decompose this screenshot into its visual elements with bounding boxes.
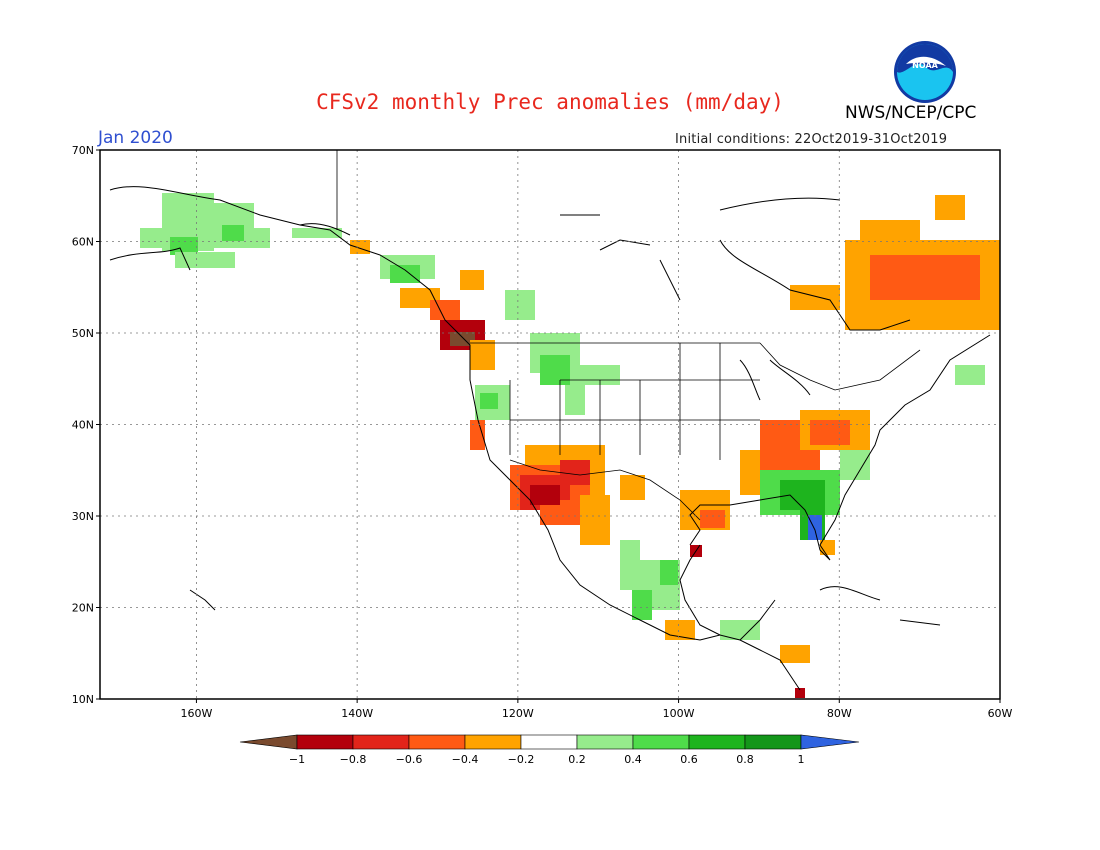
graticule [100, 150, 1000, 699]
lat-tick-label: 40N [72, 419, 94, 432]
forecast-month-label: Jan 2020 [98, 128, 173, 148]
lat-tick-label: 10N [72, 693, 94, 706]
agency-label: NWS/NCEP/CPC [845, 103, 977, 123]
colorbar-swatch [464, 734, 522, 750]
initial-conditions-label: Initial conditions: 22Oct2019-31Oct2019 [675, 132, 948, 147]
colorbar-swatch [408, 734, 466, 750]
colorbar-label: −0.8 [340, 753, 367, 766]
political-borders [336, 150, 921, 521]
colorbar-label: 0.8 [736, 753, 754, 766]
lon-tick-label: 60W [988, 707, 1013, 720]
lon-tick-label: 120W [502, 707, 534, 720]
lat-tick-label: 70N [72, 144, 94, 157]
colorbar-arrow-high [800, 734, 860, 750]
lat-tick-label: 30N [72, 510, 94, 523]
lat-tick-label: 50N [72, 327, 94, 340]
anomaly-shading [140, 193, 1000, 698]
lon-tick-label: 100W [663, 707, 695, 720]
colorbar-label: −0.4 [452, 753, 479, 766]
colorbar-legend: −1 −0.8 −0.6 −0.4 −0.2 0.2 0.4 0.6 0.8 1 [239, 734, 860, 766]
chart-title: CFSv2 monthly Prec anomalies (mm/day) [316, 90, 784, 114]
logo-text: NOAA [912, 61, 938, 70]
colorbar-swatch [296, 734, 354, 750]
noaa-logo: NOAA [894, 41, 956, 103]
colorbar-swatch [632, 734, 690, 750]
longitude-axis: 160W 140W 120W 100W 80W 60W [180, 699, 1013, 720]
colorbar-swatch [688, 734, 746, 750]
colorbar-arrow-low [239, 734, 298, 750]
colorbar-label: 0.2 [568, 753, 586, 766]
lon-tick-label: 80W [827, 707, 852, 720]
colorbar-label: 0.6 [680, 753, 698, 766]
colorbar-label: 1 [798, 753, 805, 766]
colorbar-swatch [352, 734, 410, 750]
colorbar-swatch [576, 734, 634, 750]
lat-tick-label: 60N [72, 236, 94, 249]
colorbar-swatch [520, 734, 578, 750]
latitude-axis: 70N 60N 50N 40N 30N 20N 10N [72, 144, 100, 706]
colorbar-label: −1 [289, 753, 305, 766]
colorbar-label: 0.4 [624, 753, 642, 766]
colorbar-swatch [744, 734, 802, 750]
lat-tick-label: 20N [72, 602, 94, 615]
lon-tick-label: 160W [180, 707, 212, 720]
colorbar-label: −0.2 [508, 753, 535, 766]
lon-tick-label: 140W [341, 707, 373, 720]
coastlines [109, 186, 991, 691]
colorbar-label: −0.6 [396, 753, 423, 766]
